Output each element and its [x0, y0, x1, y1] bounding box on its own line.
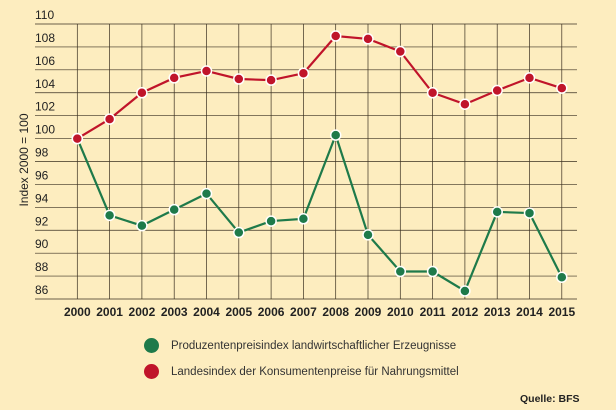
data-point-0 — [556, 271, 568, 283]
data-point-0 — [103, 209, 116, 222]
x-tick-label: 2003 — [161, 305, 188, 319]
tick-labels: 86 88 90 92 94 96 98 100 102 104 106 108 110 2000 2001… — [35, 8, 575, 319]
y-tick-label: 100 — [35, 123, 55, 137]
legend-item-producer: Produzentenpreisindex landwirtschaftlich… — [144, 338, 456, 353]
data-point-1 — [168, 72, 180, 84]
series-line-1 — [76, 34, 563, 140]
data-point-0 — [523, 207, 536, 219]
x-tick-label: 2013 — [484, 305, 511, 319]
data-point-0 — [426, 265, 439, 278]
data-point-0 — [362, 229, 374, 241]
x-tick-label: 2008 — [322, 305, 349, 319]
data-point-1 — [491, 84, 503, 97]
data-point-1 — [103, 113, 116, 125]
data-point-1 — [265, 74, 277, 86]
x-tick-label: 2007 — [290, 305, 317, 319]
data-point-0 — [329, 129, 342, 141]
data-point-1 — [233, 73, 245, 85]
x-tick-label: 2009 — [355, 305, 382, 319]
data-point-1 — [459, 98, 471, 110]
source-note: Quelle: BFS — [520, 393, 580, 405]
x-tick-label: 2010 — [387, 305, 414, 319]
y-tick-label: 104 — [35, 77, 55, 91]
legend-item-consumer: Landesindex der Konsumentenpreise für Na… — [144, 364, 459, 379]
data-point-1 — [362, 33, 374, 45]
data-point-0 — [297, 213, 310, 225]
x-tick-label: 2012 — [452, 305, 479, 319]
series-layer — [71, 30, 568, 297]
data-point-1 — [394, 45, 407, 58]
y-tick-label: 88 — [35, 260, 49, 274]
y-tick-label: 110 — [35, 8, 54, 22]
data-point-1 — [200, 65, 213, 77]
x-tick-label: 2004 — [193, 305, 220, 319]
data-point-1 — [426, 87, 439, 99]
x-tick-label: 2006 — [258, 305, 285, 319]
data-point-0 — [459, 285, 471, 297]
legend-green-dot-icon — [144, 338, 159, 353]
data-point-1 — [329, 30, 342, 42]
data-point-0 — [136, 219, 148, 232]
x-tick-label: 2015 — [548, 305, 575, 319]
data-point-0 — [491, 206, 503, 218]
legend-red-dot-icon — [144, 364, 159, 379]
data-point-0 — [233, 226, 245, 239]
x-tick-label: 2014 — [516, 305, 543, 319]
x-tick-label: 2001 — [96, 305, 123, 319]
data-point-1 — [136, 87, 148, 99]
data-point-1 — [556, 82, 568, 94]
x-tick-label: 2011 — [420, 305, 446, 319]
y-tick-label: 108 — [35, 31, 55, 45]
y-tick-label: 102 — [35, 100, 55, 114]
y-axis-label: Index 2000 = 100 — [17, 113, 31, 206]
legend-label: Produzentenpreisindex landwirtschaftlich… — [171, 339, 457, 352]
y-tick-label: 90 — [35, 237, 49, 251]
data-point-1 — [523, 72, 536, 84]
legend-label: Landesindex der Konsumentenpreise für Na… — [171, 365, 459, 378]
data-point-0 — [168, 203, 180, 216]
series-line-0 — [76, 131, 563, 293]
y-tick-label: 98 — [35, 146, 49, 160]
x-tick-label: 2005 — [225, 305, 252, 319]
y-tick-label: 106 — [35, 54, 55, 68]
data-point-1 — [71, 132, 84, 145]
grid — [35, 23, 577, 300]
data-point-0 — [394, 265, 407, 278]
y-tick-label: 96 — [35, 168, 49, 182]
x-tick-label: 2000 — [64, 305, 91, 319]
x-tick-label: 2002 — [129, 305, 156, 319]
y-tick-label: 94 — [35, 191, 49, 205]
y-tick-label: 92 — [35, 214, 49, 228]
data-point-0 — [200, 187, 213, 200]
y-tick-label: 86 — [35, 283, 49, 297]
data-point-1 — [297, 67, 310, 80]
data-point-0 — [265, 215, 277, 227]
